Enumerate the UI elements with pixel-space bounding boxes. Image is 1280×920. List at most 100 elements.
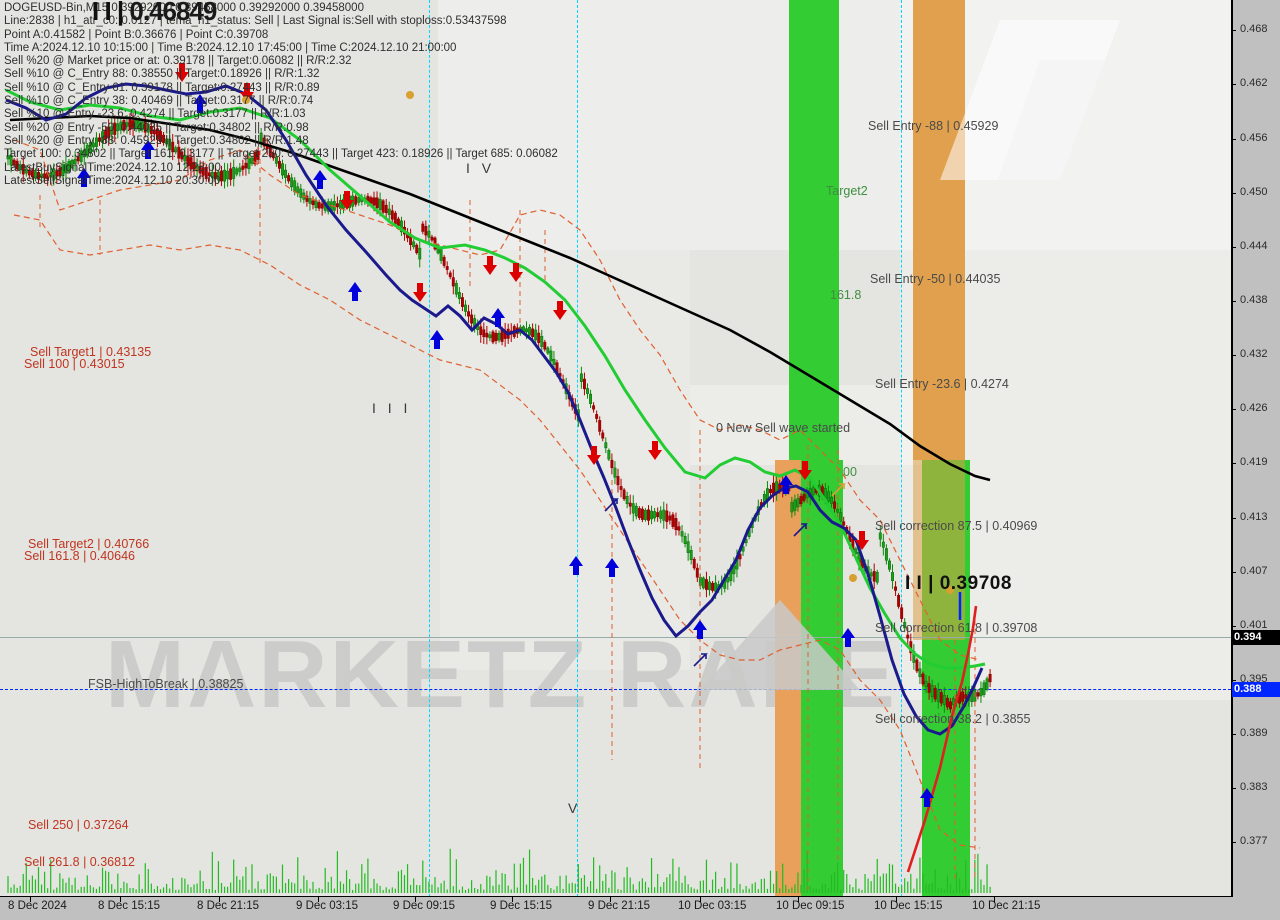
candle-body xyxy=(494,332,498,342)
candle-body xyxy=(769,488,772,494)
candle-body xyxy=(888,560,891,570)
candle-body xyxy=(708,581,711,591)
candle-body xyxy=(171,141,175,153)
time-separator xyxy=(901,0,902,897)
time-tick-mark xyxy=(610,897,611,902)
moving-average-blue xyxy=(5,82,984,736)
candle-body xyxy=(378,198,382,211)
sell-correction-875: Sell correction 87.5 | 0.40969 xyxy=(875,519,1038,533)
sell-100: Sell 100 | 0.43015 xyxy=(24,357,125,371)
candle-body xyxy=(579,373,583,382)
moving-average-green xyxy=(5,88,986,670)
candle-body xyxy=(830,496,833,504)
sell-arrow-icon xyxy=(413,283,427,302)
candle-body xyxy=(811,487,815,496)
candle-body xyxy=(799,496,803,505)
candle-body xyxy=(400,220,403,233)
current-price-label: 0.394 xyxy=(1232,630,1280,645)
candle-body xyxy=(354,196,358,205)
fib-161-8: 161.8 xyxy=(830,288,862,302)
candle-body xyxy=(247,157,251,170)
candle-body xyxy=(296,186,300,194)
sell-161-8: Sell 161.8 | 0.40646 xyxy=(24,549,135,563)
candle-body xyxy=(790,502,794,513)
candle-body xyxy=(125,122,129,127)
fib-envelope-upper xyxy=(13,139,981,661)
time-tick: 10 Dec 09:15 xyxy=(776,900,845,912)
time-tick: 10 Dec 15:15 xyxy=(874,900,943,912)
candle-body xyxy=(619,486,623,490)
signal-arrows xyxy=(77,63,954,807)
sell-arrow-icon xyxy=(855,531,869,550)
candle-body xyxy=(113,122,117,135)
candle-body xyxy=(162,134,166,143)
candle-body xyxy=(525,328,528,333)
candle-body xyxy=(320,203,324,209)
chart-plot-area[interactable]: MARKETZ RADE xyxy=(0,0,1232,897)
volume-series xyxy=(7,848,991,893)
buy-arrow-icon xyxy=(77,168,91,187)
candle-body xyxy=(586,388,589,394)
wave-iii: I I I xyxy=(372,400,412,416)
candle-body xyxy=(18,164,22,170)
big-price-readout: I I | 0.46849 xyxy=(92,0,217,27)
candle-body xyxy=(442,256,446,266)
candle-body xyxy=(235,168,239,175)
candle-body xyxy=(137,119,141,131)
candle-body xyxy=(40,173,43,179)
candle-body xyxy=(369,197,373,204)
candle-body xyxy=(143,121,147,133)
price-tick: 0.468 xyxy=(1232,23,1280,37)
candle-body xyxy=(226,170,230,180)
candle-body xyxy=(311,200,315,205)
candle-body xyxy=(293,180,297,193)
candle-body xyxy=(470,314,474,324)
time-axis[interactable]: 8 Dec 2024 8 Dec 15:15 8 Dec 21:15 9 Dec 03… xyxy=(0,897,1232,920)
candle-body xyxy=(91,142,95,148)
candle-body xyxy=(98,137,101,142)
candle-body xyxy=(274,156,278,164)
candle-body xyxy=(595,414,599,419)
candle-body xyxy=(207,172,211,176)
candle-body xyxy=(445,266,449,270)
candle-body xyxy=(82,149,86,158)
candle-body xyxy=(189,157,193,170)
candle-body xyxy=(149,126,153,134)
candle-body xyxy=(665,510,669,522)
candle-body xyxy=(610,459,614,468)
pivot-marker-icon xyxy=(849,574,857,582)
price-tick: 0.456 xyxy=(1232,132,1280,146)
candle-body xyxy=(644,509,647,520)
candle-body xyxy=(906,634,910,639)
sell-arrow-icon xyxy=(340,191,354,210)
candle-body xyxy=(726,576,730,583)
time-tick: 9 Dec 21:15 xyxy=(588,900,651,912)
price-tick: 0.462 xyxy=(1232,77,1280,91)
candle-body xyxy=(891,572,894,582)
candle-body xyxy=(878,532,882,540)
time-tick-mark xyxy=(30,897,31,902)
price-tick: 0.450 xyxy=(1232,186,1280,200)
candle-body xyxy=(85,144,89,157)
time-tick-mark xyxy=(318,897,319,902)
candle-body xyxy=(537,332,541,343)
candle-body xyxy=(299,188,303,198)
candle-body xyxy=(531,328,535,337)
candle-body xyxy=(27,169,31,176)
candle-body xyxy=(308,198,312,204)
candle-body xyxy=(174,147,178,153)
candle-body xyxy=(653,511,657,519)
candle-body xyxy=(772,482,775,495)
buy-arrow-icon xyxy=(141,140,155,159)
candle-body xyxy=(467,311,471,317)
candle-body xyxy=(335,203,339,208)
candle-body xyxy=(287,175,291,182)
sell-261-8: Sell 261.8 | 0.36812 xyxy=(24,855,135,869)
candle-body xyxy=(88,142,92,154)
candle-body xyxy=(381,200,385,213)
price-axis[interactable]: 0.468 0.462 0.456 0.450 0.444 0.438 0.432 0.426… xyxy=(1232,0,1280,897)
candle-body xyxy=(421,223,425,232)
candle-body xyxy=(875,572,879,583)
fib-rail xyxy=(954,620,976,880)
candle-body xyxy=(220,170,223,182)
